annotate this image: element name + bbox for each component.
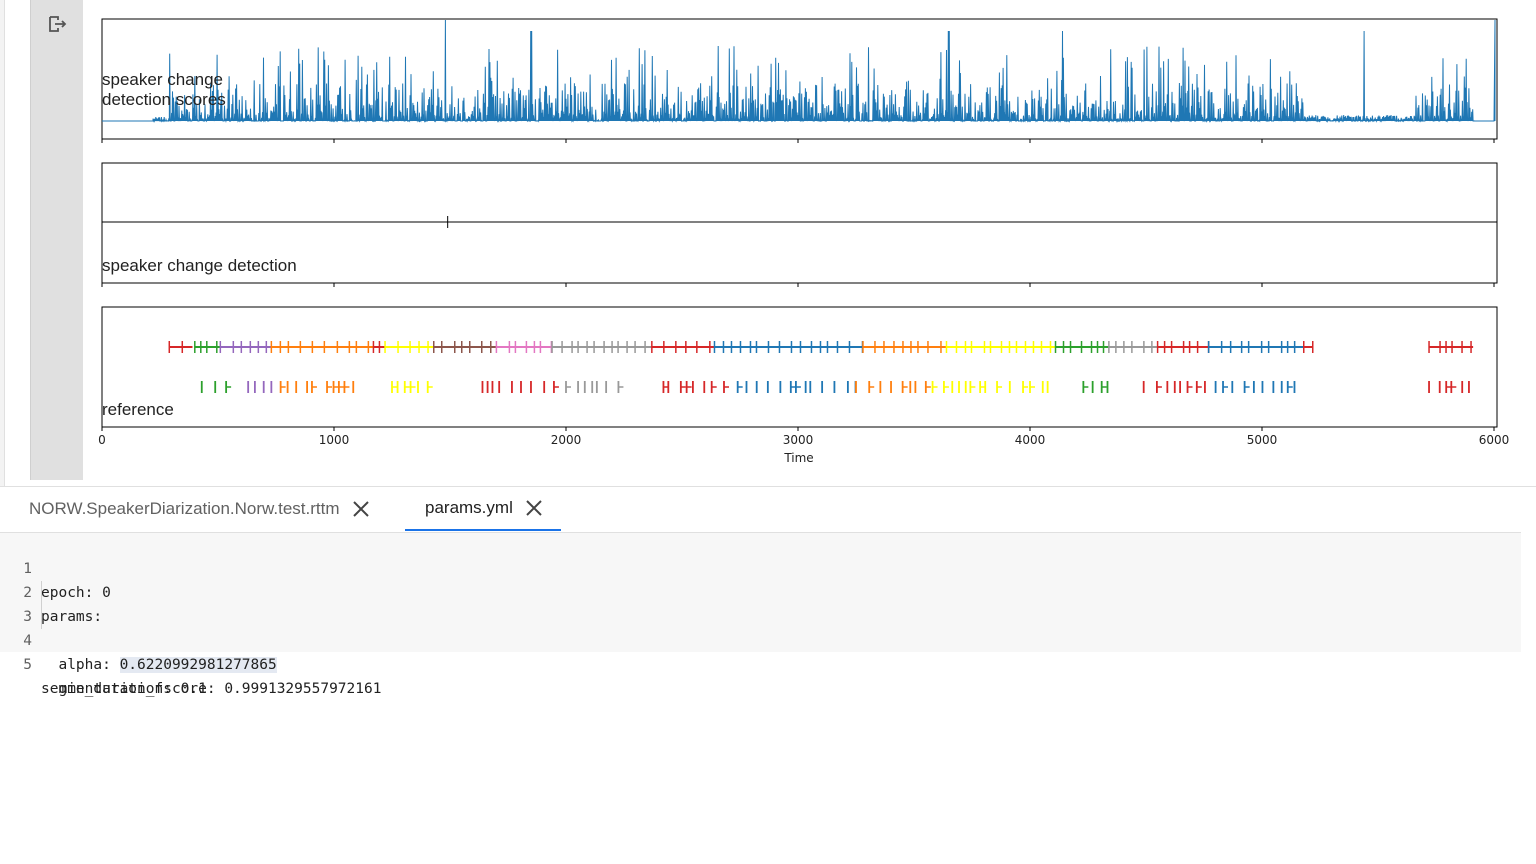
reference-frame (101, 306, 1498, 428)
line-number: 2 (23, 585, 32, 601)
reference-row-1 (168, 341, 1474, 353)
code-text: alpha: 0.6220992981277865 (41, 653, 277, 677)
panel-separator (0, 486, 1536, 487)
code-line: 1 epoch: 0 (0, 533, 1521, 601)
exit-fullscreen-icon (49, 16, 67, 32)
editor-tab-bar: NORW.SpeakerDiarization.Norw.test.rttm p… (0, 487, 1521, 533)
x-tick-label: 0 (98, 433, 106, 447)
output-cell-edge (0, 0, 5, 486)
detection-ylabel: speaker change detection (102, 256, 297, 275)
x-tick-label: 3000 (783, 433, 814, 447)
scores-ylabel-line1: speaker change (102, 70, 223, 89)
code-text: params: (41, 609, 103, 625)
code-editor[interactable]: 1 epoch: 0 2 params: 3 alpha: 0.62209929… (0, 533, 1521, 697)
close-icon[interactable] (350, 498, 372, 520)
code-line: 2 params: (0, 557, 1521, 625)
indent-guide (41, 605, 42, 629)
code-text: min_duration: 0.1 (41, 681, 207, 697)
tab-params-label: params.yml (425, 498, 513, 517)
code-text: epoch: 0 (41, 585, 111, 601)
tab-rttm-file[interactable]: NORW.SpeakerDiarization.Norw.test.rttm (9, 487, 388, 531)
line-number: 3 (23, 609, 32, 625)
speaker-change-plot: speaker change detection scores speaker … (82, 0, 1522, 486)
plot-figure: speaker change detection scores speaker … (98, 18, 1509, 465)
x-axis-label: Time (783, 451, 813, 465)
x-tick-label: 5000 (1247, 433, 1278, 447)
scores-frame (101, 18, 1498, 140)
code-line: 5 segmentation_fscore: 0.999132955797216… (0, 629, 1521, 697)
code-line: 3 alpha: 0.6220992981277865 (0, 581, 1521, 673)
code-line: 4 min_duration: 0.1 (0, 605, 1521, 697)
output-gutter (30, 0, 83, 480)
reference-xticks: 0 1000 2000 3000 4000 5000 6000 (98, 427, 1509, 447)
reference-ylabel: reference (102, 400, 174, 419)
scores-xticks (101, 139, 1495, 143)
code-text: segmentation_fscore: 0.9991329557972161 (41, 681, 382, 697)
indent-guide (41, 581, 42, 605)
line-number: 1 (23, 561, 32, 577)
close-icon[interactable] (523, 497, 545, 519)
scores-ylabel: speaker change detection scores (102, 70, 228, 109)
exit-output-button[interactable] (46, 12, 70, 36)
detection-panel: speaker change detection (101, 162, 1498, 287)
tab-rttm-label: NORW.SpeakerDiarization.Norw.test.rttm (29, 499, 340, 518)
reference-panel: reference 0 1000 2000 3000 4000 5000 6000 Time (98, 306, 1509, 465)
scores-ylabel-line2: detection scores (102, 90, 226, 109)
x-tick-label: 2000 (551, 433, 582, 447)
scores-panel: speaker change detection scores (101, 18, 1498, 143)
x-tick-label: 6000 (1479, 433, 1510, 447)
line-number: 5 (23, 657, 32, 673)
code-key: alpha: (41, 657, 120, 673)
selected-value: 0.6220992981277865 (119, 657, 277, 673)
tab-params-yml[interactable]: params.yml (405, 487, 561, 531)
detection-frame (101, 162, 1498, 284)
x-tick-label: 4000 (1015, 433, 1046, 447)
scores-series-line (102, 19, 1496, 123)
x-tick-label: 1000 (319, 433, 350, 447)
reference-row-2 (200, 381, 1470, 393)
detection-xticks (101, 283, 1495, 287)
line-number: 4 (23, 633, 32, 649)
